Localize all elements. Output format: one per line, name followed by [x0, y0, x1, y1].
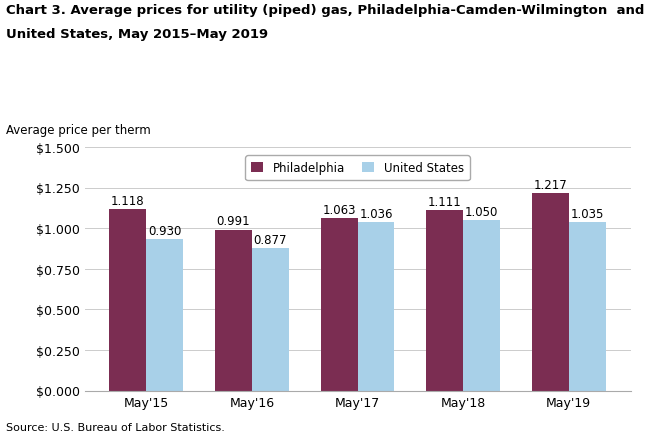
Bar: [215, 230, 252, 391]
Text: 1.063: 1.063: [322, 203, 356, 216]
Legend: Philadelphia, United States: Philadelphia, United States: [245, 156, 470, 181]
Bar: [569, 223, 606, 391]
Text: 1.035: 1.035: [571, 208, 604, 221]
Bar: [358, 223, 395, 391]
Text: 0.991: 0.991: [216, 215, 250, 228]
Bar: [146, 240, 183, 391]
Text: Source: U.S. Bureau of Labor Statistics.: Source: U.S. Bureau of Labor Statistics.: [6, 422, 226, 432]
Text: 1.217: 1.217: [534, 178, 567, 191]
Text: Chart 3. Average prices for utility (piped) gas, Philadelphia-Camden-Wilmington : Chart 3. Average prices for utility (pip…: [6, 4, 645, 17]
Text: 1.111: 1.111: [428, 195, 462, 208]
Text: 0.877: 0.877: [254, 233, 287, 247]
Text: 1.050: 1.050: [465, 205, 499, 218]
Bar: [252, 249, 289, 391]
Bar: [426, 210, 463, 391]
Bar: [320, 218, 358, 391]
Bar: [109, 210, 146, 391]
Bar: [532, 194, 569, 391]
Text: Average price per therm: Average price per therm: [6, 124, 151, 137]
Text: United States, May 2015–May 2019: United States, May 2015–May 2019: [6, 28, 268, 41]
Text: 0.930: 0.930: [148, 225, 181, 238]
Text: 1.036: 1.036: [359, 207, 393, 220]
Text: 1.118: 1.118: [111, 194, 144, 207]
Bar: [463, 220, 500, 391]
